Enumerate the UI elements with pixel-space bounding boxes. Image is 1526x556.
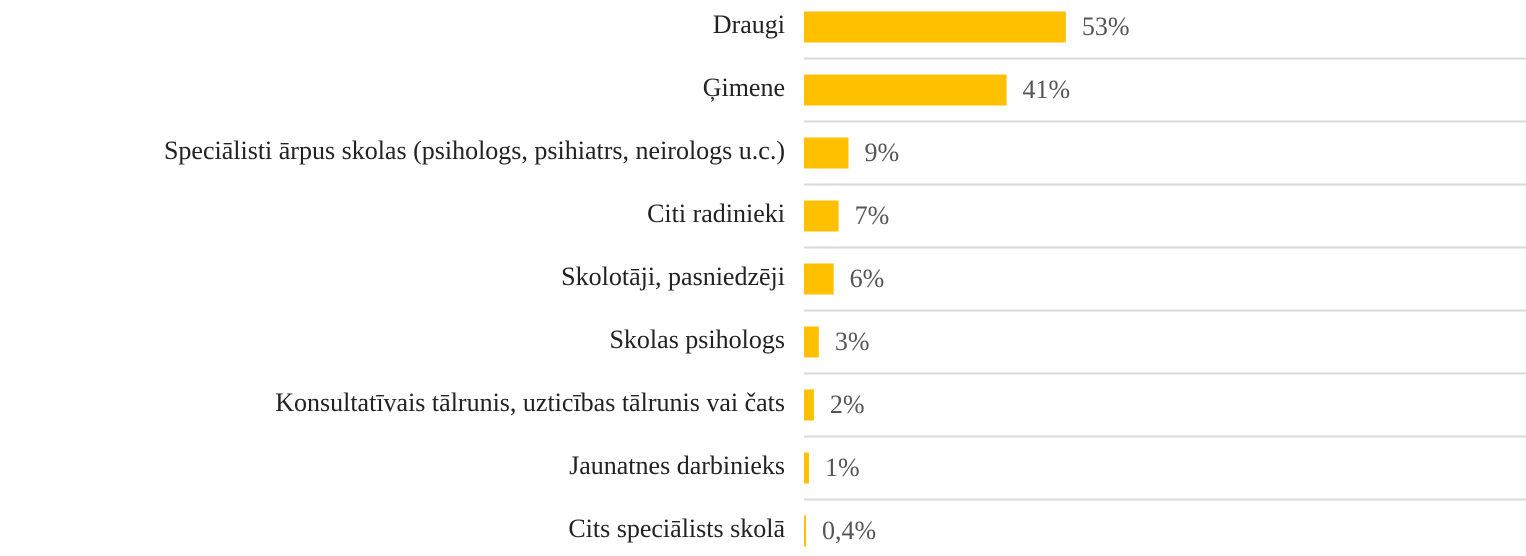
category-label: Cits speciālists skolā xyxy=(568,514,785,543)
bar xyxy=(804,74,1007,106)
bar xyxy=(804,452,809,484)
value-label: 2% xyxy=(830,390,865,419)
value-label: 41% xyxy=(1023,75,1071,104)
category-label: Skolotāji, pasniedzēji xyxy=(561,262,785,291)
category-label: Ģimene xyxy=(703,73,785,102)
category-label: Skolas psihologs xyxy=(609,325,785,354)
value-label: 9% xyxy=(864,138,899,167)
bar xyxy=(804,515,806,547)
category-label: Draugi xyxy=(713,10,785,39)
bar xyxy=(804,389,814,421)
bar xyxy=(804,263,834,295)
value-label: 53% xyxy=(1082,12,1130,41)
value-label: 1% xyxy=(825,453,860,482)
value-label: 3% xyxy=(835,327,870,356)
bar xyxy=(804,200,839,232)
bar xyxy=(804,326,819,358)
category-label: Jaunatnes darbinieks xyxy=(569,451,785,480)
bar xyxy=(804,11,1066,43)
category-label: Speciālisti ārpus skolas (psihologs, psi… xyxy=(164,136,785,165)
bar xyxy=(804,137,849,169)
category-label: Citi radinieki xyxy=(647,199,785,228)
value-label: 7% xyxy=(855,201,890,230)
category-label: Konsultatīvais tālrunis, uzticības tālru… xyxy=(275,388,785,417)
value-label: 6% xyxy=(850,264,885,293)
value-label: 0,4% xyxy=(822,516,876,545)
